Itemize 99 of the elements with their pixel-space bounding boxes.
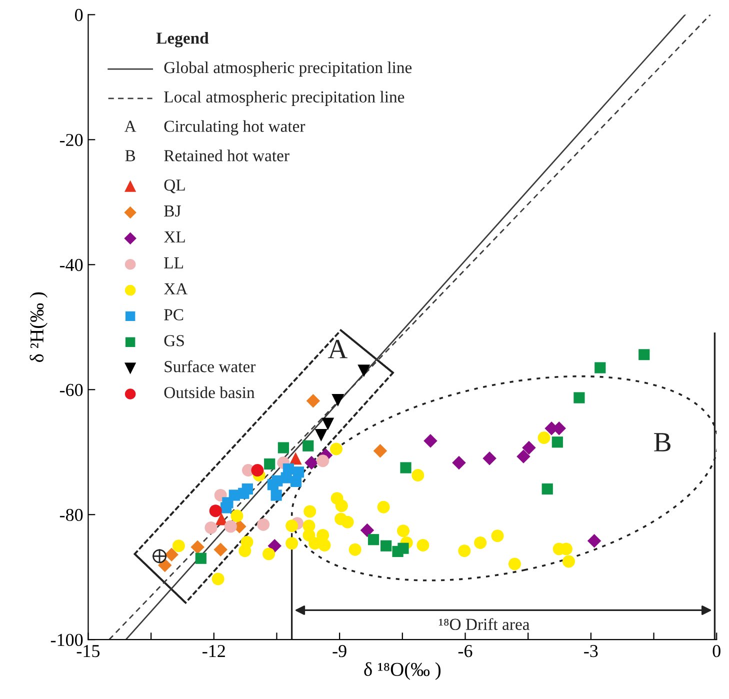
point: [172, 540, 185, 552]
annotation: Circulating hot water: [164, 120, 306, 136]
point: [452, 456, 466, 470]
point: [286, 537, 298, 550]
point: [224, 520, 237, 533]
point: [214, 542, 228, 556]
point: [594, 362, 606, 374]
point: [587, 534, 602, 548]
y-tick-label: -60: [60, 384, 83, 396]
point: [289, 452, 302, 465]
point: [332, 394, 344, 406]
point: [542, 483, 553, 495]
x-tick-label: -9: [332, 645, 346, 658]
point: [212, 572, 224, 586]
point: [380, 540, 392, 552]
legend-label: PC: [164, 309, 184, 320]
point: [474, 536, 487, 549]
point: [538, 431, 550, 444]
point: [398, 542, 409, 554]
point: [204, 521, 218, 534]
point: [270, 490, 282, 501]
point: [322, 418, 334, 430]
legend-label: Local atmospheric precipitation line: [164, 90, 404, 106]
point: [268, 538, 282, 553]
point: [190, 540, 204, 554]
point: [516, 450, 530, 464]
point: [238, 544, 252, 558]
annotation: Retained hot water: [164, 150, 290, 162]
legend-label: BJ: [164, 206, 181, 217]
annotation: A: [328, 340, 348, 358]
point: [304, 505, 316, 518]
point: [335, 500, 348, 512]
point: [368, 534, 380, 546]
point: [574, 392, 585, 404]
point: [552, 436, 563, 448]
legend-title: Legend: [156, 32, 209, 48]
point: [278, 442, 289, 454]
x-tick-label: -12: [202, 645, 225, 657]
x-axis-title: δ ¹⁸O(‰ ): [364, 662, 441, 680]
text: B: [125, 150, 136, 162]
legend-label: XA: [164, 283, 188, 294]
point: [302, 440, 314, 452]
legend-label: QL: [164, 180, 185, 194]
point: [304, 456, 318, 470]
point: [360, 523, 374, 538]
point: [262, 548, 276, 560]
point: [330, 442, 342, 456]
point: [257, 518, 270, 531]
point: [522, 440, 536, 455]
point: [195, 552, 206, 564]
point: [158, 558, 172, 572]
point: [400, 462, 412, 474]
x-tick-label: -3: [584, 645, 598, 658]
point: [424, 434, 438, 448]
legend-label: LL: [164, 257, 183, 268]
legend-label: Outside basin: [164, 386, 255, 398]
y-axis-title: δ ²H(‰ ): [30, 292, 48, 362]
annotation: B: [654, 433, 670, 452]
point: [416, 538, 430, 552]
text: A: [124, 120, 136, 132]
point: [341, 516, 354, 528]
point: [508, 558, 521, 570]
point: [491, 530, 504, 542]
point: [458, 544, 471, 558]
x-tick-label: -15: [76, 645, 100, 658]
legend-label: XL: [164, 231, 185, 242]
point: [318, 538, 331, 552]
point: [562, 555, 575, 568]
point: [412, 468, 424, 482]
point: [290, 476, 302, 488]
point: [230, 510, 244, 522]
point: [373, 444, 388, 458]
legend-label: GS: [164, 335, 184, 346]
point: [358, 364, 370, 378]
point: [638, 349, 650, 360]
x-tick-label: 0: [712, 644, 720, 658]
point: [306, 394, 320, 408]
y-tick-label: -20: [60, 134, 83, 146]
point: [316, 454, 330, 468]
point: [209, 504, 222, 518]
y-tick-label: -40: [60, 258, 83, 272]
y-tick-label: -80: [60, 508, 83, 522]
point: [251, 464, 264, 476]
legend-label: Surface water: [164, 360, 256, 372]
point: [264, 458, 276, 470]
point: [164, 548, 178, 562]
point: [220, 502, 232, 514]
point: [314, 428, 328, 442]
point: [348, 543, 362, 556]
y-tick-label: 0: [75, 8, 83, 22]
legend-label: Global atmospheric precipitation line: [164, 61, 412, 77]
point: [286, 520, 298, 532]
point: [377, 500, 390, 514]
x-tick-label: -6: [458, 645, 472, 658]
y-tick-label: -100: [50, 634, 83, 646]
annotation: ¹⁸O Drift area: [438, 618, 530, 630]
point: [267, 479, 279, 490]
point: [396, 524, 410, 538]
point: [482, 451, 496, 466]
